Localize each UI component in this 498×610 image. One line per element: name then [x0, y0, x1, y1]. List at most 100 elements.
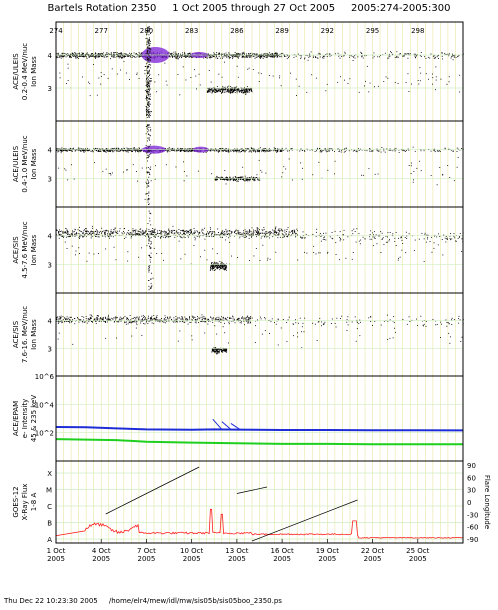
data-point	[149, 154, 151, 155]
data-point	[149, 52, 151, 54]
data-point	[126, 169, 127, 171]
data-point	[442, 174, 444, 176]
data-point	[148, 61, 150, 63]
data-point	[369, 238, 371, 240]
data-point	[275, 231, 277, 233]
data-point	[420, 170, 422, 172]
data-point	[146, 92, 148, 93]
data-point	[158, 233, 160, 234]
data-point	[251, 147, 253, 149]
data-point	[206, 57, 208, 59]
data-point	[149, 56, 151, 58]
data-point	[148, 47, 149, 49]
data-point	[269, 232, 271, 234]
data-point	[147, 201, 149, 203]
data-point	[107, 317, 109, 319]
data-point	[84, 148, 86, 150]
data-point	[147, 145, 149, 147]
data-point	[434, 148, 435, 150]
data-point	[212, 267, 214, 269]
data-point	[224, 89, 226, 91]
data-point	[361, 149, 363, 151]
data-point	[395, 245, 397, 246]
data-point	[405, 231, 407, 233]
data-point	[265, 55, 266, 56]
data-point	[116, 73, 118, 75]
data-point	[254, 53, 256, 55]
data-point	[439, 150, 440, 152]
data-point	[247, 89, 249, 91]
data-point	[167, 229, 169, 231]
data-point	[383, 244, 385, 245]
data-point	[247, 178, 249, 180]
data-point	[225, 54, 227, 56]
data-point	[245, 178, 247, 180]
data-point	[246, 230, 248, 232]
data-point	[233, 55, 234, 57]
data-point	[425, 57, 427, 59]
data-point	[148, 93, 150, 95]
data-point	[138, 147, 140, 149]
data-point	[272, 53, 274, 54]
data-point	[66, 150, 68, 152]
data-point	[70, 234, 72, 236]
data-point	[209, 150, 211, 152]
data-point	[115, 227, 116, 229]
data-point	[435, 79, 437, 81]
data-point	[69, 150, 71, 151]
data-point	[171, 231, 173, 233]
data-point	[148, 66, 150, 67]
data-point	[409, 53, 411, 54]
data-point	[88, 57, 90, 58]
data-point	[149, 27, 151, 29]
data-point	[216, 150, 218, 152]
data-point	[136, 316, 138, 318]
data-point	[175, 57, 177, 59]
data-point	[193, 233, 195, 235]
data-point	[93, 148, 95, 149]
data-point	[147, 73, 148, 75]
data-point	[221, 88, 223, 90]
data-point	[377, 85, 379, 87]
data-point	[149, 150, 151, 152]
data-point	[209, 270, 211, 271]
data-point	[414, 55, 416, 57]
data-point	[383, 148, 385, 150]
data-point	[215, 264, 217, 266]
data-point	[205, 235, 207, 237]
data-point	[185, 230, 187, 232]
data-point	[221, 56, 223, 58]
data-point	[148, 156, 150, 157]
data-point	[263, 227, 265, 228]
data-point	[97, 319, 98, 321]
data-point	[198, 232, 200, 234]
data-point	[202, 316, 204, 318]
data-point	[300, 148, 302, 150]
data-point	[56, 317, 58, 318]
data-point	[132, 228, 134, 230]
data-point	[99, 230, 101, 232]
data-point	[146, 97, 147, 98]
data-point	[123, 54, 125, 56]
data-point	[248, 55, 250, 56]
data-point	[245, 55, 247, 57]
data-point	[212, 56, 214, 58]
data-point	[291, 230, 293, 232]
data-point	[148, 83, 149, 84]
data-point	[116, 56, 118, 58]
data-point	[217, 268, 219, 269]
data-point	[148, 70, 150, 72]
data-point	[196, 235, 198, 237]
data-point	[221, 179, 223, 180]
data-point	[64, 321, 65, 323]
data-point	[190, 77, 192, 78]
data-point	[118, 56, 120, 58]
data-point	[441, 239, 443, 240]
data-point	[249, 234, 251, 236]
data-point	[131, 57, 133, 58]
data-point	[101, 231, 103, 233]
data-point	[110, 319, 111, 321]
data-point	[209, 88, 210, 89]
data-point	[147, 26, 149, 28]
panel-label: ACE/ULEIS	[12, 53, 20, 90]
